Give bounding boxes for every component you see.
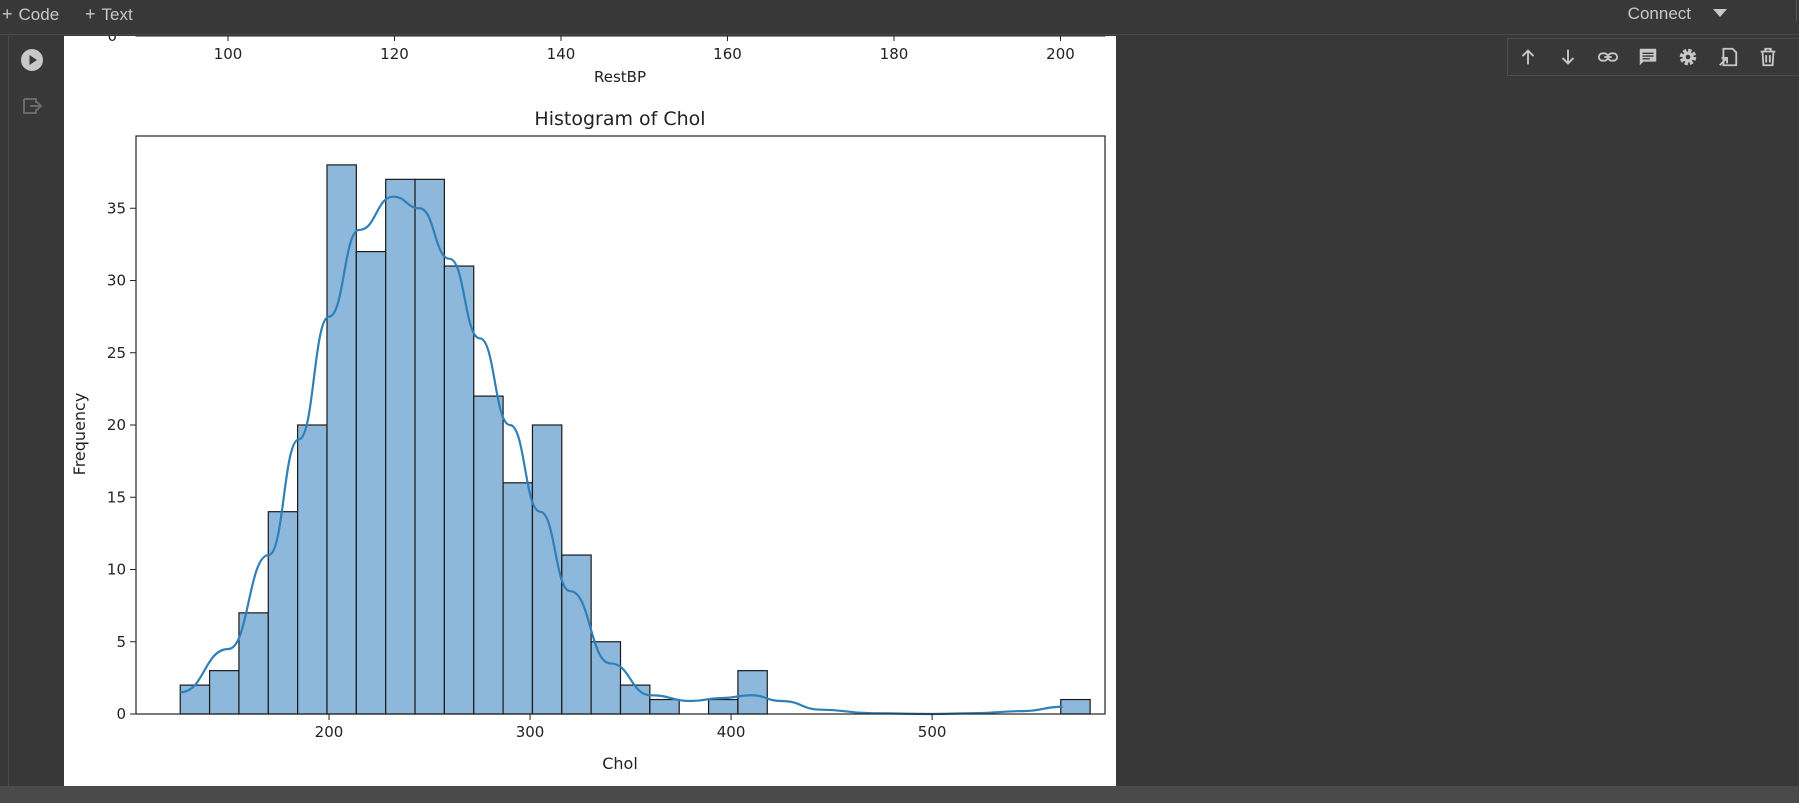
play-icon xyxy=(21,49,43,71)
mirror-cell-icon[interactable] xyxy=(1716,45,1740,69)
x-tick-label: 200 xyxy=(315,723,344,741)
run-cell-button[interactable] xyxy=(20,48,44,72)
histogram-bar xyxy=(590,641,622,715)
chevron-down-icon[interactable] xyxy=(1713,9,1727,17)
x-tick-label: 500 xyxy=(918,723,947,741)
cell-gutter xyxy=(0,36,64,786)
y-tick-label: 20 xyxy=(107,416,126,434)
histogram-bar xyxy=(561,554,592,715)
add-code-label: Code xyxy=(18,5,60,24)
histogram-bar xyxy=(297,424,328,715)
cell-output: 0 100 120 140 160 180 200 RestBP Histogram of… xyxy=(64,36,1116,786)
chart-title: Histogram of Chol xyxy=(534,108,705,130)
toolbar-divider xyxy=(1796,0,1797,22)
x-tick-label: 400 xyxy=(717,723,746,741)
prev-x-ticks: 100 120 140 160 180 200 xyxy=(214,36,1075,63)
histogram-bars xyxy=(179,164,1091,715)
prev-x-tick-label: 200 xyxy=(1046,45,1075,63)
x-axis-label: Chol xyxy=(602,754,638,773)
gear-icon[interactable] xyxy=(1676,45,1700,69)
add-text-button[interactable]: + Text xyxy=(85,3,133,25)
prev-x-tick-label: 140 xyxy=(547,45,576,63)
y-tick-label: 30 xyxy=(107,272,126,290)
prev-x-tick-label: 180 xyxy=(880,45,909,63)
link-icon[interactable] xyxy=(1596,45,1620,69)
histogram-bar xyxy=(443,265,475,715)
y-tick-label: 5 xyxy=(116,633,126,651)
histogram-bar xyxy=(737,670,768,715)
plus-icon: + xyxy=(2,4,13,24)
y-tick-label: 35 xyxy=(107,199,126,217)
output-actions-button[interactable] xyxy=(20,94,44,118)
notebook-toolbar: + Code + Text Connect xyxy=(0,0,1799,35)
histogram-bar xyxy=(1060,698,1091,715)
cell-toolbar xyxy=(1507,38,1799,76)
y-tick-label: 25 xyxy=(107,344,126,362)
x-tick-label: 300 xyxy=(516,723,545,741)
histogram-bar xyxy=(385,178,416,715)
histogram-bar xyxy=(179,684,211,715)
histogram-bar xyxy=(619,684,651,715)
y-tick-label: 10 xyxy=(107,561,126,579)
plus-icon: + xyxy=(85,4,96,24)
histogram-bar xyxy=(208,670,240,715)
histogram-bar xyxy=(355,251,387,715)
histogram-bar xyxy=(707,698,739,715)
output-icon xyxy=(23,98,43,114)
histogram-bar xyxy=(531,424,563,715)
gutter-line xyxy=(8,36,9,786)
y-tick-label: 0 xyxy=(116,705,126,723)
prev-y-zero: 0 xyxy=(107,36,117,45)
output-plots: 0 100 120 140 160 180 200 RestBP Histogram of… xyxy=(70,36,1106,773)
comment-icon[interactable] xyxy=(1636,45,1660,69)
arrow-down-icon[interactable] xyxy=(1556,45,1580,69)
prev-x-tick-label: 100 xyxy=(214,45,243,63)
connect-button[interactable]: Connect xyxy=(1627,4,1691,23)
histogram-bar xyxy=(414,178,445,715)
y-ticks: 0 5 10 15 20 25 30 35 xyxy=(107,199,136,723)
y-axis-label: Frequency xyxy=(70,393,89,476)
histogram-bar xyxy=(649,698,680,715)
delete-icon[interactable] xyxy=(1756,45,1780,69)
prev-x-tick-label: 160 xyxy=(713,45,742,63)
prev-x-tick-label: 120 xyxy=(380,45,409,63)
prev-chart: 0 100 120 140 160 180 200 RestBP xyxy=(107,36,1106,86)
arrow-up-icon[interactable] xyxy=(1516,45,1540,69)
x-ticks: 200 300 400 500 xyxy=(315,714,947,741)
histogram-bar xyxy=(267,511,299,715)
histogram-bar xyxy=(502,482,534,715)
histogram-bar xyxy=(326,164,357,715)
add-text-label: Text xyxy=(101,5,133,24)
status-bar xyxy=(0,786,1799,803)
kde-line xyxy=(180,195,1063,716)
prev-x-label: RestBP xyxy=(594,68,646,86)
y-tick-label: 15 xyxy=(107,488,126,506)
add-code-button[interactable]: + Code xyxy=(2,3,59,25)
histogram-bar xyxy=(473,395,504,715)
